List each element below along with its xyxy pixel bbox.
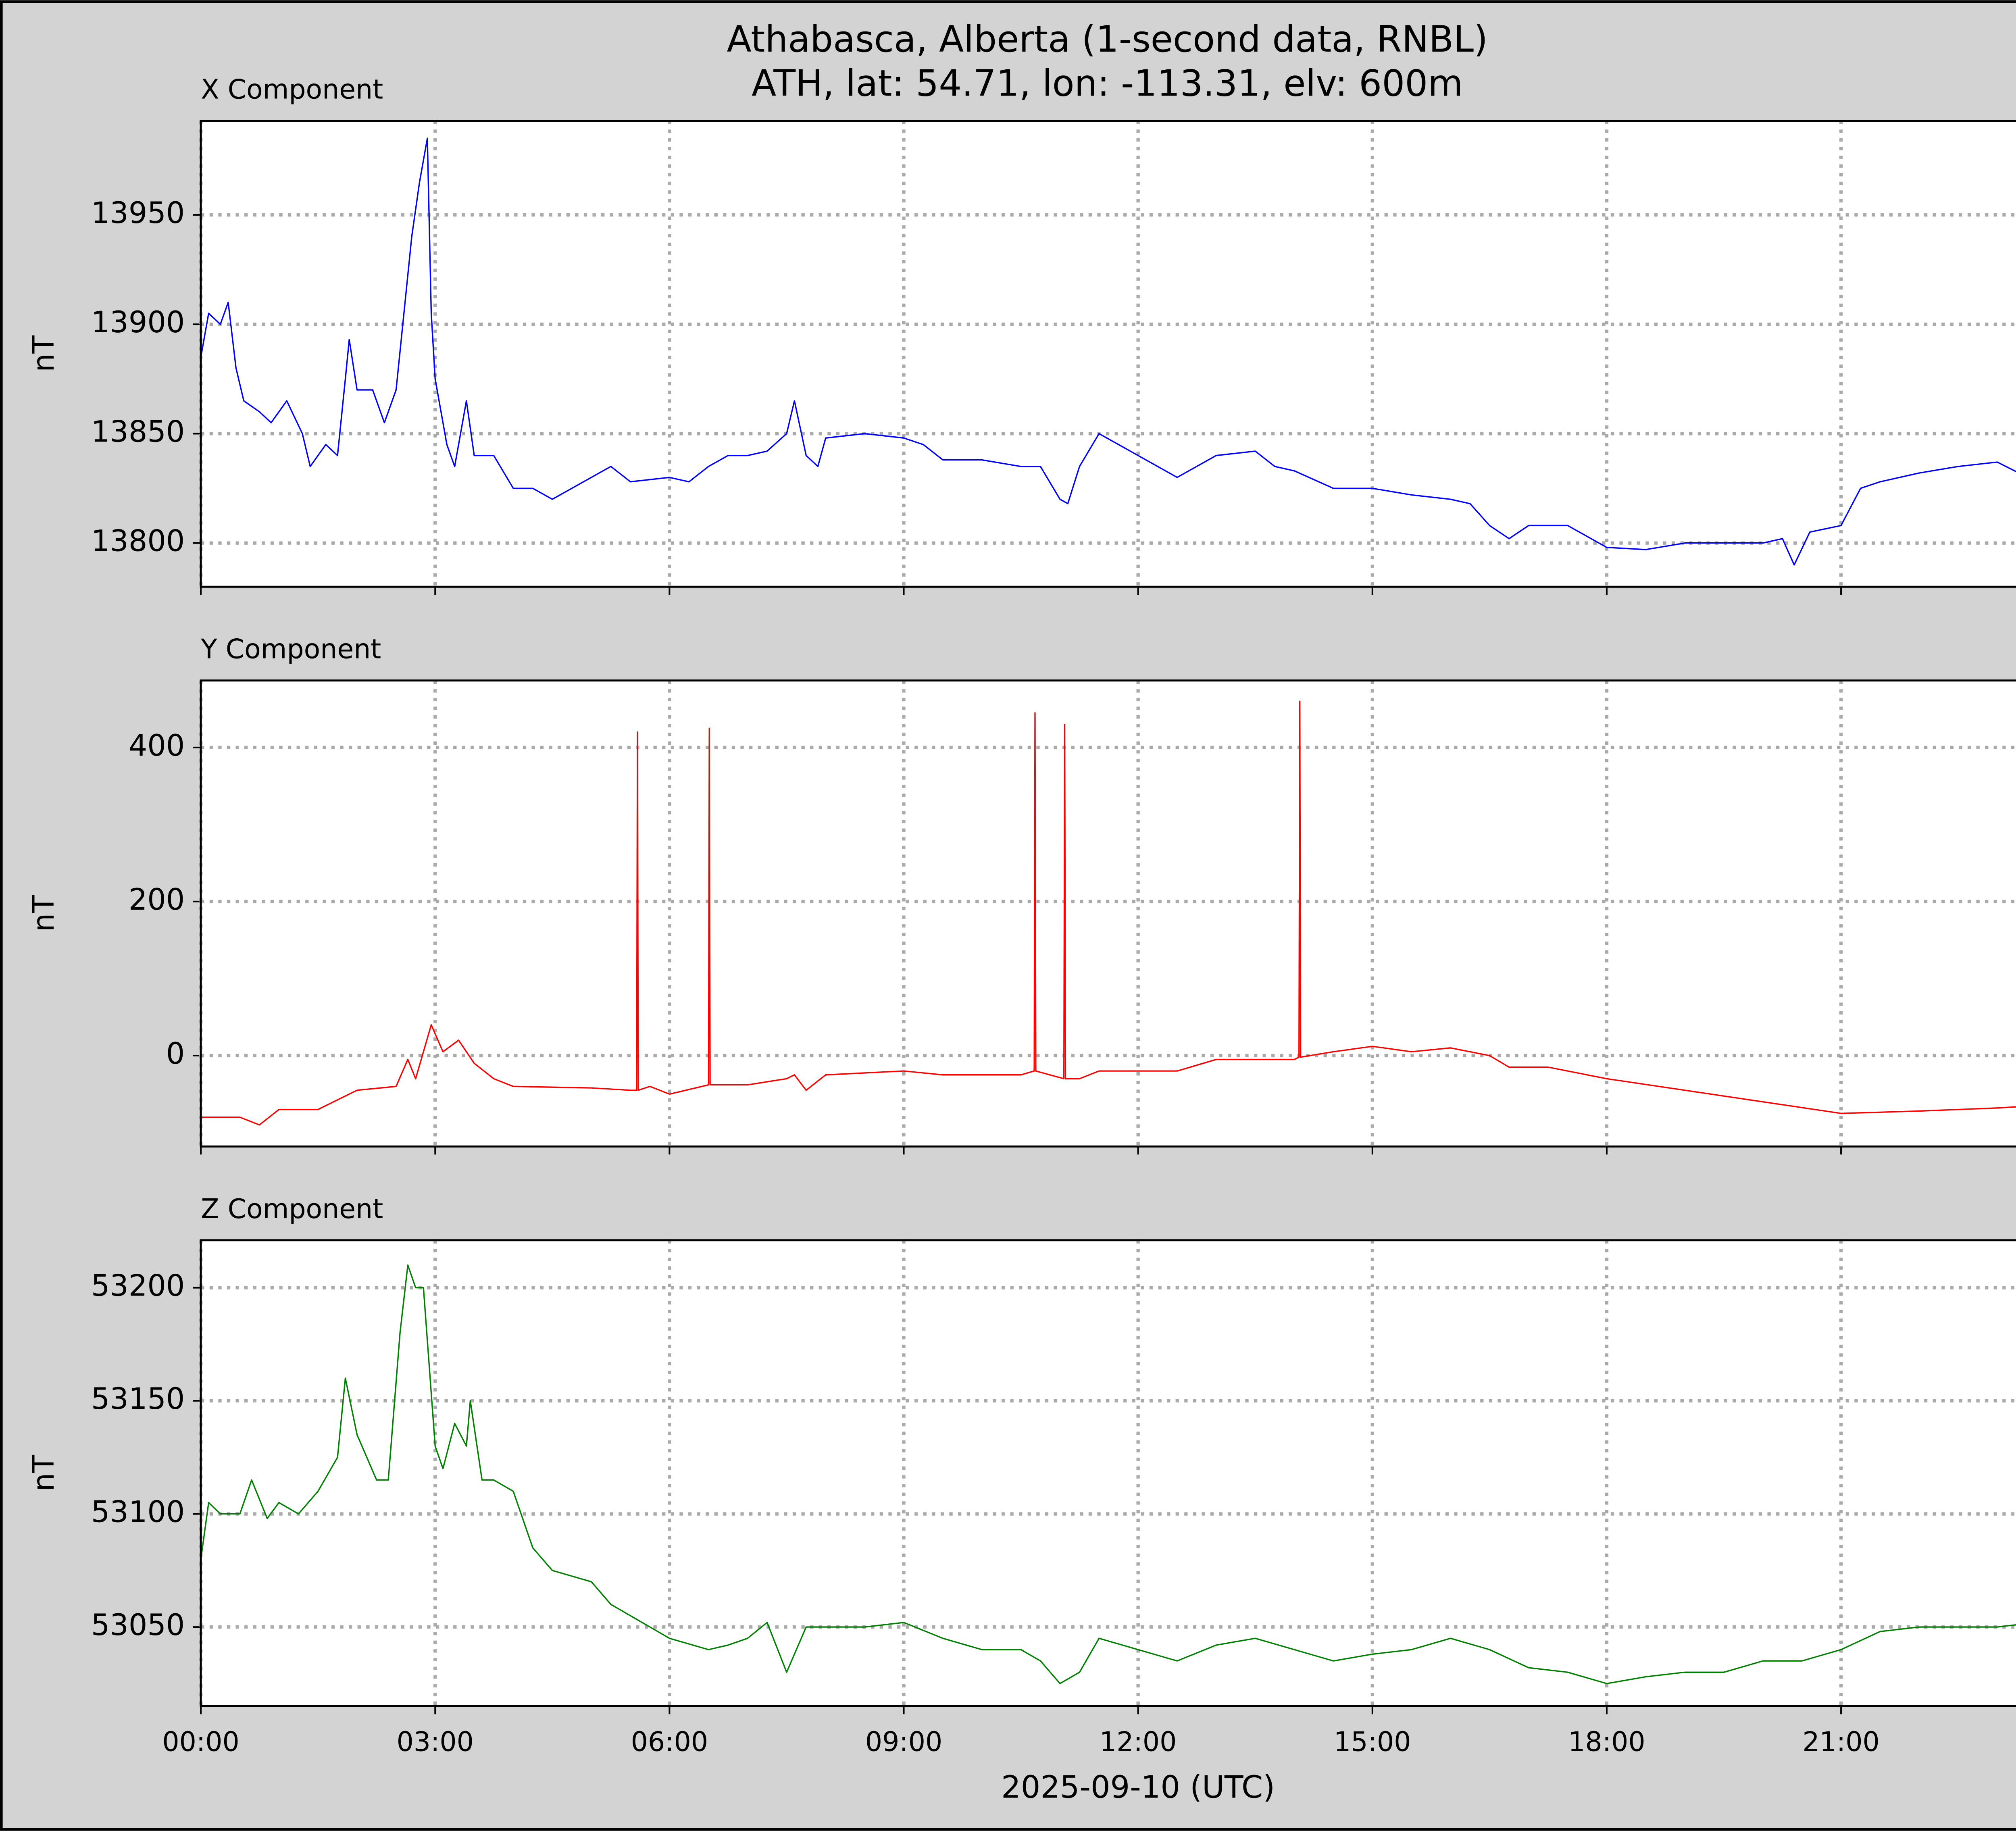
x-tick-label: 21:00 [1802,1726,1879,1757]
x-tick-label: 09:00 [865,1726,942,1757]
x-axis-label: 2025-09-10 (UTC) [1001,1769,1275,1805]
y-tick-label: 400 [129,729,185,763]
data-line [200,1264,2016,1684]
y-tick-label: 0 [166,1037,185,1071]
x-tick-label: 12:00 [1100,1726,1177,1757]
subplot-title: X Component [201,74,383,105]
chart-title: Athabasca, Alberta (1-second data, RNBL) [727,19,1488,60]
axes-background [201,1240,2016,1706]
y-tick-label: 13800 [91,524,185,558]
axes-background [201,121,2016,587]
y-tick-label: 53150 [91,1382,185,1416]
axes-frame [200,679,2016,1148]
y-tick-label: 53200 [91,1269,185,1303]
y-tick-label: 53100 [91,1495,185,1529]
subplot-title: Y Component [200,633,381,665]
y-tick-label: 13850 [91,415,185,449]
data-line [200,137,2016,566]
x-tick-label: 06:00 [631,1726,708,1757]
axes-frame [200,1239,2016,1707]
x-tick-label: 15:00 [1334,1726,1411,1757]
y-tick-label: 13900 [91,305,185,340]
y-axis-label: nT [27,895,61,932]
axes-frame [200,120,2016,588]
x-tick-label: 00:00 [162,1726,239,1757]
axes-background [201,680,2016,1147]
x-tick-label: 18:00 [1568,1726,1645,1757]
data-line [201,700,2016,1126]
y-tick-label: 53050 [91,1608,185,1642]
y-tick-label: 200 [129,883,185,917]
y-axis-label: nT [27,1455,61,1491]
y-axis-label: nT [27,335,61,372]
subplot-title: Z Component [201,1193,383,1225]
chart-subtitle: ATH, lat: 54.71, lon: -113.31, elv: 600m [752,63,1463,105]
y-tick-label: 13950 [91,196,185,230]
x-tick-label: 03:00 [397,1726,474,1757]
